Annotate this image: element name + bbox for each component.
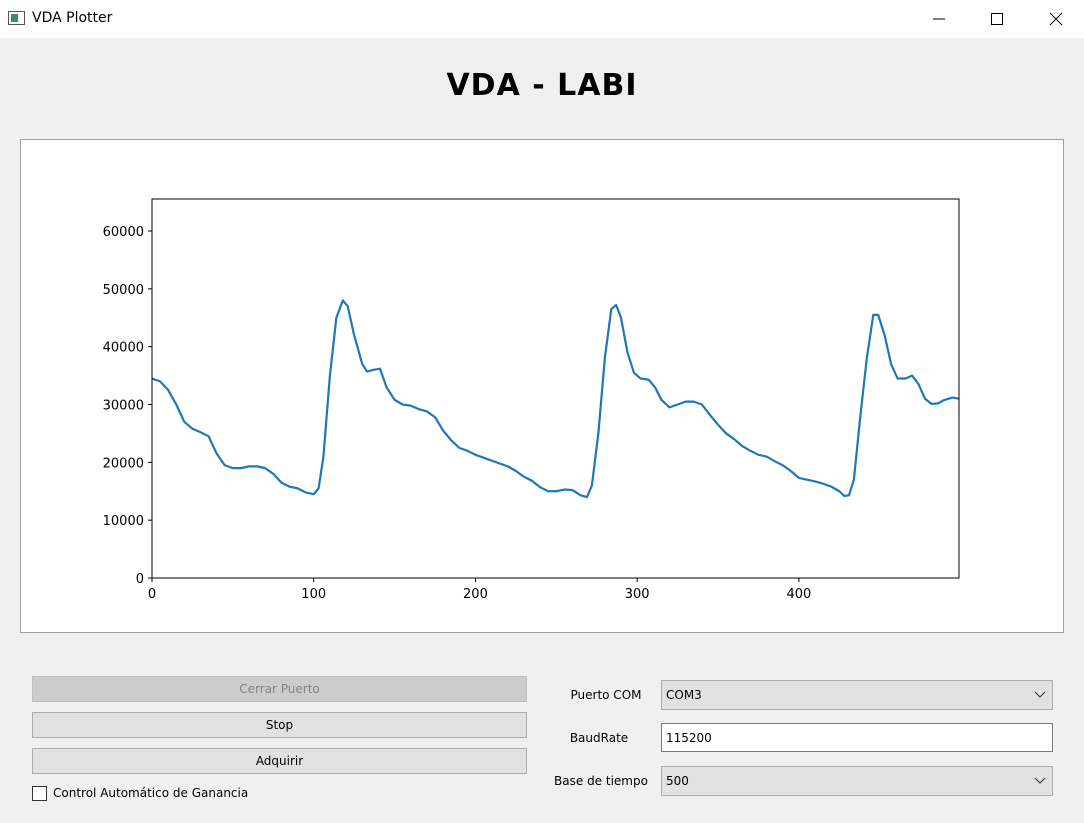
y-tick-label: 40000 (103, 341, 144, 356)
port-combo[interactable]: COM3 (661, 680, 1053, 710)
dropdown-arrow (1034, 777, 1046, 784)
title-bar: VDA Plotter (0, 0, 1084, 38)
x-tick-label: 300 (625, 587, 650, 602)
x-tick-label: 0 (148, 587, 156, 602)
combo-value: COM3 (666, 688, 702, 702)
baudrate-input[interactable]: 115200 (661, 723, 1053, 752)
heading: VDA - LABI (446, 68, 638, 103)
y-tick-label: 60000 (103, 225, 144, 240)
stop-button[interactable]: Stop (32, 712, 527, 738)
field-label: BaudRate (569, 731, 629, 745)
plot-frame (151, 198, 960, 579)
y-tick-label: 30000 (103, 399, 144, 414)
close-port-button[interactable]: Cerrar Puerto (32, 676, 527, 702)
checkbox[interactable] (32, 786, 47, 801)
x-tick-label: 100 (301, 587, 326, 602)
chart-frame (20, 139, 1064, 633)
dropdown-arrow (1034, 691, 1046, 698)
x-tick-label: 400 (786, 587, 811, 602)
timebase-combo[interactable]: 500 (661, 766, 1053, 796)
app-icon (8, 11, 25, 25)
y-tick-label: 0 (136, 572, 144, 587)
close-button[interactable] (1049, 12, 1063, 26)
window-controls[interactable] (925, 8, 1075, 30)
maximize-button[interactable] (991, 13, 1003, 25)
x-tick-label: 200 (463, 587, 488, 602)
input-value: 115200 (666, 731, 712, 745)
data-line (151, 299, 960, 499)
field-label: Puerto COM (570, 688, 642, 702)
y-tick-label: 50000 (103, 283, 144, 298)
acquire-button[interactable]: Adquirir (32, 748, 527, 774)
combo-value: 500 (666, 774, 689, 788)
window-title: VDA Plotter (32, 10, 113, 26)
field-label: Base de tiempo (554, 774, 648, 788)
checkbox-label[interactable]: Control Automático de Ganancia (53, 786, 249, 800)
chart: 0 100 200 300 400 0 10000 20000 30000 40000 50000 6… (20, 139, 1064, 633)
y-tick-label: 20000 (103, 456, 144, 471)
y-tick-label: 10000 (103, 514, 144, 529)
